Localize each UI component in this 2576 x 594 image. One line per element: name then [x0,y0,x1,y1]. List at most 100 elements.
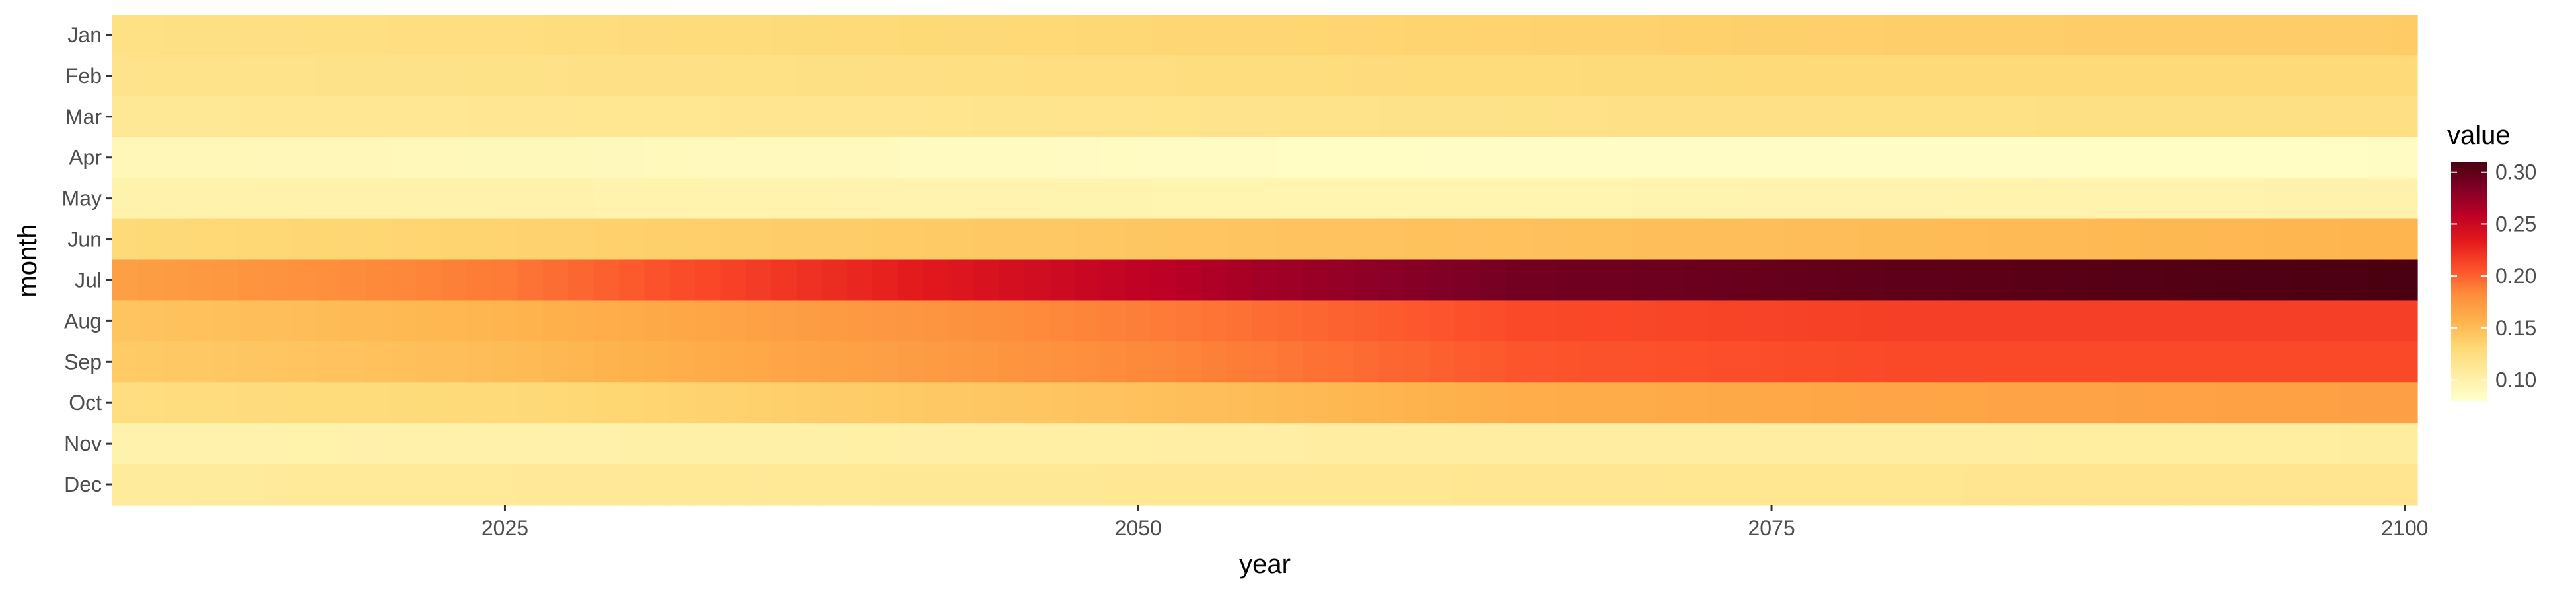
heatmap-cell [695,423,721,465]
x-tick-label: 2025 [482,516,528,540]
heatmap-cell [1809,55,1836,97]
heatmap-cell [897,300,923,342]
heatmap-cell [872,300,898,342]
heatmap-cell [1657,55,1684,97]
heatmap-cell [1733,341,1760,383]
heatmap-cell [771,300,797,342]
heatmap-cell [2316,137,2342,179]
heatmap-cell [923,423,949,465]
heatmap-cell [1151,423,1177,465]
heatmap-cell [238,178,265,220]
heatmap-cell [213,423,240,465]
heatmap-cell [973,15,999,56]
heatmap-cell [771,15,797,56]
heatmap-cell [593,341,620,383]
heatmap-cell [1480,300,1506,342]
heatmap-cell [1454,178,1481,220]
heatmap-cell [1050,137,1075,179]
heatmap-cell [999,423,1025,465]
heatmap-cell [695,341,721,383]
heatmap-cell [1708,218,1735,261]
heatmap-cell [2265,178,2291,220]
heatmap-cell [238,96,265,138]
heatmap-cell [1530,341,1557,383]
heatmap-cell [162,423,189,465]
heatmap-cell [2367,382,2393,424]
heatmap-cell [948,423,974,465]
heatmap-cell [1429,178,1456,220]
heatmap-cell [1201,15,1228,56]
heatmap-cell [2189,218,2215,261]
heatmap-cell [1480,218,1506,261]
heatmap-cell [923,15,949,56]
heatmap-cell [2265,300,2291,342]
heatmap-cell [2012,55,2038,97]
heatmap-cell [2113,300,2139,342]
heatmap-cell [137,218,164,261]
heatmap-cell [796,137,822,179]
legend-title: value [2447,121,2511,150]
heatmap-cell [1201,464,1228,506]
heatmap-cell [619,55,645,97]
heatmap-cell [872,137,898,179]
heatmap-cell [847,259,873,302]
heatmap-cell [1454,300,1481,342]
heatmap-cell [1328,382,1354,424]
heatmap-cell [1530,137,1557,179]
heatmap-cell [466,218,493,261]
heatmap-cell [644,259,670,302]
heatmap-cell [1860,423,1886,465]
heatmap-cell [365,382,392,424]
heatmap-cell [2113,382,2139,424]
heatmap-cell [2367,464,2393,506]
heatmap-cell [314,55,341,97]
heatmap-cell [872,218,898,261]
heatmap-cell [1860,15,1886,56]
heatmap-cell [897,259,923,302]
heatmap-cell [2265,55,2291,97]
heatmap-cell [568,300,594,342]
heatmap-cell [1987,96,2013,138]
heatmap-cell [2265,15,2291,56]
heatmap-cell [2063,341,2089,383]
heatmap-cell [847,15,873,56]
heatmap-cell [2367,96,2393,138]
heatmap-cell [314,464,341,506]
heatmap-cell [213,218,240,261]
heatmap-cell [264,423,291,465]
heatmap-cell [1024,178,1050,220]
heatmap-cell [1378,137,1405,179]
heatmap-cell [264,218,291,261]
heatmap-cell [2392,300,2418,342]
heatmap-cell [289,15,316,56]
heatmap-cell [1860,96,1886,138]
heatmap-cell [340,137,367,179]
heatmap-cell [1530,178,1557,220]
heatmap-cell [745,178,771,220]
heatmap-cell [2063,137,2089,179]
heatmap-cell [2164,259,2190,302]
heatmap-cell [1708,259,1735,302]
heatmap-cell [948,178,974,220]
heatmap-cell [872,341,898,383]
heatmap-cell [1126,464,1152,506]
heatmap-cell [2265,423,2291,465]
heatmap-cell [1530,218,1557,261]
heatmap-cell [2088,96,2114,138]
heatmap-cell [1227,96,1253,138]
heatmap-cell [1708,178,1735,220]
heatmap-cell [1987,259,2013,302]
heatmap-cell [340,259,367,302]
heatmap-cell [1708,382,1735,424]
heatmap-cell [2240,178,2266,220]
heatmap-cell [1733,55,1760,97]
heatmap-cell [1328,423,1354,465]
heatmap-cell [1303,464,1329,506]
heatmap-cell [441,218,468,261]
heatmap-cell [2037,218,2063,261]
heatmap-cell [644,300,670,342]
heatmap-cell [745,96,771,138]
heatmap-cell [568,464,594,506]
heatmap-cell [1632,15,1659,56]
heatmap-cell [1277,96,1304,138]
